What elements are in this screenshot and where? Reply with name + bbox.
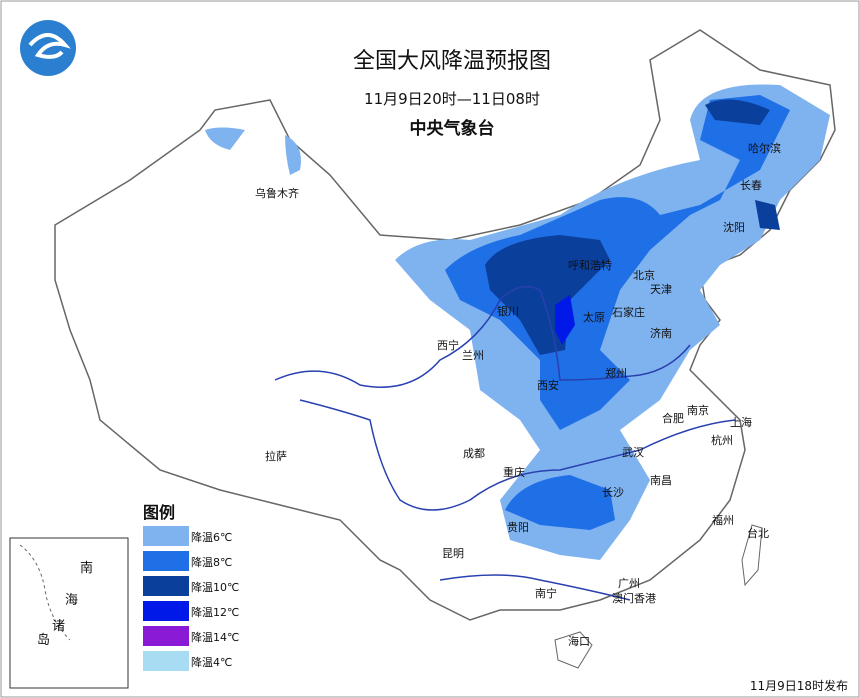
city-label: 哈尔滨 (748, 141, 781, 155)
inset-border (19, 544, 71, 641)
legend-swatch (143, 526, 189, 546)
yangtze-river (299, 399, 736, 511)
legend-title: 图例 (143, 503, 175, 522)
city-label: 贵阳 (507, 521, 529, 534)
city-label: 北京 (633, 268, 655, 282)
city-label: 长春 (740, 179, 762, 192)
legend-label-box (189, 526, 239, 546)
legend-swatch (143, 551, 189, 571)
city-label: 呼和浩特 (568, 258, 612, 272)
city-label: 乌鲁木齐 (255, 186, 299, 200)
city-label: 重庆 (503, 465, 525, 479)
legend-swatch (143, 601, 189, 621)
legend-label-box (189, 626, 239, 646)
city-label: 福州 (712, 513, 734, 527)
legend-swatch (143, 651, 189, 671)
city-label: 西安 (537, 378, 559, 392)
city-label: 合肥 (662, 411, 684, 425)
yellow-river (274, 285, 691, 388)
area-8 (445, 95, 790, 430)
city-label: 银川 (497, 304, 519, 318)
hainan (554, 631, 593, 669)
taiwan (741, 524, 763, 587)
logo-mark (28, 33, 71, 59)
legend-label-box (189, 651, 239, 671)
cooling-areas (205, 84, 830, 560)
rivers (274, 285, 736, 601)
legend-swatch (143, 576, 189, 596)
city-label: 济南 (650, 326, 672, 340)
area-10-ne (705, 99, 780, 230)
legend-label: 降温6℃ (191, 530, 232, 544)
pearl-river (439, 574, 631, 601)
city-label: 杭州 (711, 433, 733, 447)
agency: 中央气象台 (410, 118, 495, 139)
title: 全国大风降温预报图 (353, 49, 551, 74)
city-label: 拉萨 (265, 449, 287, 463)
legend-label-box (189, 601, 239, 621)
area-10 (485, 235, 610, 355)
city-label: 天津 (650, 283, 672, 296)
legend-label: 降温4℃ (191, 655, 232, 669)
legend-label: 降温10℃ (191, 580, 239, 594)
inset-label: 诸 (52, 619, 65, 634)
legend-label-box (189, 551, 239, 571)
period: 11月9日20时—11日08时 (364, 90, 540, 108)
legend-label: 降温8℃ (191, 555, 232, 569)
city-label: 成都 (463, 447, 485, 460)
legend-swatch (143, 626, 189, 646)
area-8-south (505, 475, 615, 530)
city-label: 南京 (687, 403, 709, 417)
legend: 降温6℃ 降温8℃ 降温10℃ 降温12℃ 降温14℃ 降温4℃ (143, 526, 239, 671)
city-label: 西宁 (437, 338, 459, 352)
area-6-west (205, 127, 301, 175)
cities: 乌鲁木齐 西宁 兰州 拉萨 成都 重庆 贵阳 昆明 南宁 广州 澳门香港 海口 … (255, 141, 781, 648)
legend-label-box (189, 576, 239, 596)
city-label: 上海 (730, 415, 752, 429)
city-label: 石家庄 (612, 305, 645, 319)
city-label: 台北 (747, 526, 769, 540)
city-label: 南昌 (650, 474, 672, 487)
city-label: 兰州 (462, 349, 484, 362)
legend-label: 降温14℃ (191, 630, 239, 644)
city-label: 南宁 (535, 586, 557, 600)
city-label: 太原 (583, 311, 605, 324)
city-label: 广州 (618, 577, 640, 590)
city-label: 沈阳 (723, 220, 745, 234)
area-6 (395, 84, 830, 560)
city-label: 昆明 (442, 547, 464, 560)
inset-box (9, 537, 129, 689)
inset-label: 海 (65, 593, 78, 608)
city-label: 郑州 (605, 366, 627, 380)
footer: 11月9日18时发布 (750, 678, 848, 693)
area-12 (555, 295, 575, 345)
city-label: 武汉 (622, 446, 644, 459)
inset-label: 岛 (37, 632, 50, 648)
city-label: 海口 (568, 634, 590, 648)
city-label: 澳门香港 (612, 591, 656, 605)
city-label: 长沙 (602, 486, 624, 499)
inset-label: 南 (80, 560, 93, 576)
legend-label: 降温12℃ (191, 605, 239, 619)
